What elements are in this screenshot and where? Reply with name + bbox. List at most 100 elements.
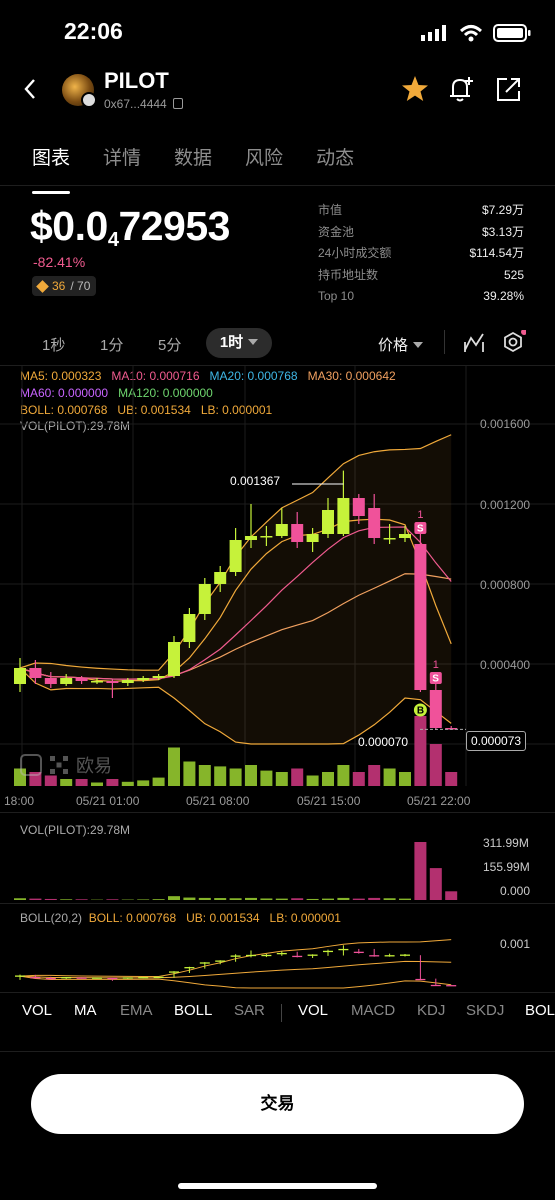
tab-macd[interactable]: MACD <box>351 1002 396 1019</box>
volume-bar <box>152 777 165 786</box>
sell-count: 1 <box>417 509 423 521</box>
volume-bar <box>368 897 381 900</box>
timeframe-1m[interactable]: 1分 <box>100 337 124 354</box>
timeframe-selector[interactable]: 1时 <box>206 328 272 358</box>
score-badge[interactable]: 36 / 70 <box>32 276 97 296</box>
volume-bar <box>60 899 73 900</box>
divider <box>444 330 445 354</box>
divider <box>0 365 555 366</box>
star-icon[interactable] <box>398 72 432 106</box>
tab-skdj[interactable]: SKDJ <box>466 1002 505 1019</box>
volume-bar <box>275 772 288 786</box>
tab-details[interactable]: 详情 <box>103 148 142 169</box>
divider <box>281 1004 282 1022</box>
candlestick-chart[interactable]: 1 S 1 S B <box>0 366 555 812</box>
volume-bar <box>168 896 180 900</box>
tab-chart[interactable]: 图表 <box>32 143 71 194</box>
timeframe-5m[interactable]: 5分 <box>158 337 182 354</box>
copy-icon[interactable] <box>172 98 183 109</box>
volume-chart <box>14 842 458 900</box>
volume-bar <box>44 898 57 900</box>
share-icon[interactable] <box>492 72 526 106</box>
candle <box>306 534 319 542</box>
candle <box>60 678 73 684</box>
volume-bar <box>14 768 26 786</box>
volume-bar <box>275 898 288 900</box>
candle <box>291 524 304 542</box>
tab-divider <box>0 185 555 186</box>
indicator-icon[interactable] <box>462 330 486 358</box>
volume-bar <box>91 782 103 786</box>
settings-icon[interactable] <box>500 329 527 360</box>
tab-vol-sub[interactable]: VOL <box>298 1002 329 1019</box>
divider <box>0 903 555 904</box>
boll-tick: 0.001 <box>500 937 531 951</box>
volume-bar <box>106 779 119 786</box>
candle <box>137 678 150 680</box>
volume-bar <box>368 765 381 786</box>
volume-bar <box>121 781 134 786</box>
volume-bar <box>229 768 242 786</box>
wifi-icon <box>459 25 483 42</box>
tab-data[interactable]: 数据 <box>174 148 213 169</box>
volume-bar <box>29 898 42 900</box>
tab-ema[interactable]: EMA <box>120 1002 153 1019</box>
chevron-down-icon <box>413 342 424 348</box>
tab-vol[interactable]: VOL <box>22 1002 53 1019</box>
status-time: 22:06 <box>64 18 123 44</box>
watermark: 欧易 <box>20 752 112 778</box>
price-zero-count: 4 <box>107 229 119 251</box>
token-address[interactable]: 0x67...4444 <box>104 97 183 111</box>
tab-risk[interactable]: 风险 <box>245 148 284 169</box>
volume-bar <box>245 765 257 786</box>
price-mode-selector[interactable]: 价格 <box>378 334 424 355</box>
low-price-label: 0.000070 <box>358 735 409 749</box>
boll-mid-line <box>19 960 452 979</box>
candle <box>183 614 196 642</box>
candle <box>121 680 134 683</box>
watermark-text: 欧易 <box>76 756 112 776</box>
candle <box>29 668 42 678</box>
volume-bar <box>183 897 196 900</box>
stat-row: 资金池 $3.13万 <box>318 222 524 244</box>
back-arrow-icon[interactable] <box>22 76 38 109</box>
chain-badge-icon <box>81 92 97 108</box>
timeframe-1s[interactable]: 1秒 <box>42 337 66 354</box>
volume-bar <box>383 898 396 900</box>
signal-icon <box>421 25 446 41</box>
ma120-label: MA120: 0.000000 <box>118 386 213 400</box>
tab-boll-sub[interactable]: BOLL <box>525 1002 555 1019</box>
buy-marker <box>413 703 427 717</box>
tab-activity[interactable]: 动态 <box>316 148 355 169</box>
okx-grid-icon <box>50 756 68 774</box>
stat-label: 24小时成交额 <box>318 246 392 260</box>
volume-bar <box>322 772 334 786</box>
home-indicator <box>178 1183 377 1189</box>
boll-panel-legend: BOLL(20,2) BOLL: 0.000768 UB: 0.001534 L… <box>20 910 341 927</box>
add-alert-icon[interactable] <box>444 72 478 106</box>
current-price: $0.0472953 <box>30 203 230 252</box>
boll-lower-line <box>19 667 452 745</box>
boll-panel-lb: LB: 0.000001 <box>269 911 341 925</box>
candle <box>168 642 180 676</box>
tab-boll[interactable]: BOLL <box>174 1002 213 1019</box>
tab-ma[interactable]: MA <box>74 1002 97 1019</box>
volume-bar <box>60 779 73 786</box>
volume-bar <box>245 897 257 900</box>
volume-bar <box>352 772 365 786</box>
volume-bar <box>306 775 319 786</box>
tab-kdj[interactable]: KDJ <box>417 1002 446 1019</box>
timeframe-bar: 1秒 1分 5分 1时 价格 <box>0 328 555 358</box>
stat-label: 持币地址数 <box>318 267 379 282</box>
candle <box>445 728 458 730</box>
y-tick: 0.001600 <box>480 417 531 431</box>
vol-tick: 155.99M <box>483 860 530 874</box>
volume-bar <box>198 765 211 786</box>
tab-sar[interactable]: SAR <box>234 1002 265 1019</box>
candle <box>337 498 350 534</box>
trade-button[interactable]: 交易 <box>31 1074 524 1134</box>
volume-bar <box>337 765 350 786</box>
candle <box>214 572 227 584</box>
sell-marker-label: S <box>432 674 439 685</box>
volume-bar <box>29 772 42 786</box>
